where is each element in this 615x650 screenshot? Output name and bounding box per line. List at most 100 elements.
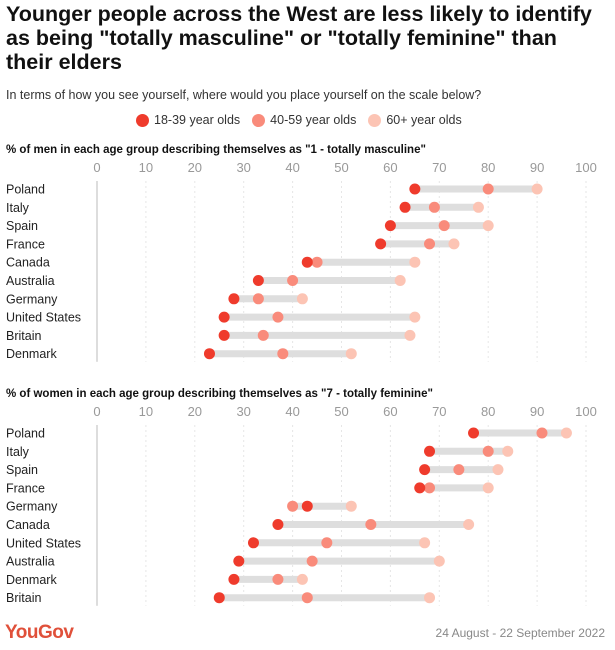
category-label: France: [6, 237, 45, 251]
x-tick-label: 20: [188, 404, 202, 419]
chart-panel-1: % of men in each age group describing th…: [6, 144, 597, 362]
category-label: Spain: [6, 463, 38, 477]
x-tick-label: 20: [188, 160, 202, 175]
data-point-60-plus: [448, 238, 460, 250]
data-point-40-59: [424, 482, 436, 494]
category-label: Germany: [6, 500, 58, 514]
data-point-18-39: [399, 201, 411, 213]
x-tick-label: 60: [383, 404, 397, 419]
data-point-40-59: [252, 293, 264, 305]
data-point-40-59: [482, 445, 494, 457]
legend-label-40-59: 40-59 year olds: [270, 113, 357, 127]
data-point-60-plus: [463, 519, 475, 530]
category-label: Spain: [6, 219, 38, 233]
category-label: Poland: [6, 183, 45, 197]
data-point-40-59: [424, 238, 436, 250]
data-point-18-39: [228, 293, 240, 305]
legend-item-18-39: 18-39 year olds: [136, 113, 240, 127]
data-point-18-39: [213, 592, 225, 604]
data-point-40-59: [428, 201, 440, 213]
data-point-18-39: [409, 183, 421, 195]
category-label: France: [6, 481, 45, 495]
page-title: Younger people across the West are less …: [6, 2, 592, 74]
data-point-18-39: [424, 445, 436, 457]
yougov-logo: YouGov: [5, 622, 74, 643]
x-tick-label: 10: [139, 404, 153, 419]
x-tick-label: 60: [383, 160, 397, 175]
data-point-18-39: [203, 348, 215, 360]
data-point-60-plus: [472, 201, 484, 213]
data-point-60-plus: [502, 445, 514, 457]
data-point-60-plus: [419, 537, 431, 549]
category-label: United States: [6, 536, 81, 550]
data-point-60-plus: [409, 256, 421, 268]
chart-panel-2: % of women in each age group describing …: [6, 388, 597, 606]
category-label: Australia: [6, 274, 55, 288]
data-point-60-plus: [492, 464, 504, 476]
data-point-40-59: [287, 275, 299, 286]
x-tick-label: 70: [432, 404, 446, 419]
x-tick-label: 50: [334, 404, 348, 419]
legend: 18-39 year olds 40-59 year olds 60+ year…: [136, 113, 474, 127]
category-label: Germany: [6, 292, 58, 306]
data-point-60-plus: [404, 329, 416, 341]
data-point-60-plus: [482, 220, 494, 232]
category-label: Italy: [6, 201, 30, 215]
x-tick-label: 0: [93, 160, 100, 175]
data-point-18-39: [301, 500, 313, 512]
legend-item-60-plus: 60+ year olds: [368, 113, 462, 127]
data-point-60-plus: [296, 293, 308, 305]
category-label: Australia: [6, 555, 55, 569]
category-label: Britain: [6, 329, 41, 343]
data-point-60-plus: [345, 348, 357, 360]
data-point-18-39: [272, 519, 284, 530]
data-point-40-59: [306, 555, 318, 567]
data-point-60-plus: [424, 592, 436, 604]
data-point-18-39: [414, 482, 426, 494]
category-label: Denmark: [6, 347, 57, 361]
x-tick-label: 100: [575, 160, 597, 175]
data-point-60-plus: [482, 482, 494, 494]
data-point-18-39: [247, 537, 259, 549]
x-tick-label: 70: [432, 160, 446, 175]
x-tick-label: 40: [285, 404, 299, 419]
data-point-40-59: [287, 500, 299, 512]
survey-dates: 24 August - 22 September 2022: [435, 626, 605, 640]
legend-label-60-plus: 60+ year olds: [386, 113, 462, 127]
data-point-60-plus: [409, 311, 421, 323]
legend-label-18-39: 18-39 year olds: [154, 113, 241, 127]
data-point-18-39: [252, 275, 264, 286]
panel-title: % of men in each age group describing th…: [6, 144, 426, 156]
data-point-18-39: [468, 427, 480, 439]
data-point-60-plus: [531, 183, 543, 195]
data-point-40-59: [453, 464, 465, 476]
data-point-18-39: [384, 220, 396, 232]
data-point-40-59: [311, 256, 323, 268]
data-point-40-59: [482, 183, 494, 195]
data-point-40-59: [272, 311, 284, 323]
x-tick-label: 50: [334, 160, 348, 175]
category-label: Italy: [6, 445, 30, 459]
x-tick-label: 30: [236, 160, 250, 175]
data-point-60-plus: [560, 427, 572, 439]
category-label: Canada: [6, 256, 50, 270]
data-point-60-plus: [345, 500, 357, 512]
x-tick-label: 10: [139, 160, 153, 175]
legend-swatch-18-39: [136, 113, 149, 127]
x-tick-label: 90: [530, 404, 544, 419]
legend-swatch-60-plus: [368, 113, 382, 127]
data-point-40-59: [272, 573, 284, 585]
data-point-40-59: [321, 537, 333, 549]
data-point-40-59: [277, 348, 289, 360]
category-label: Canada: [6, 518, 50, 532]
legend-swatch-40-59: [252, 113, 266, 127]
data-point-18-39: [375, 238, 387, 250]
data-point-60-plus: [296, 573, 308, 585]
data-point-40-59: [301, 592, 313, 604]
panel-title: % of women in each age group describing …: [6, 388, 433, 400]
x-tick-label: 90: [530, 160, 544, 175]
category-label: United States: [6, 311, 81, 325]
x-tick-label: 30: [236, 404, 250, 419]
x-tick-label: 40: [285, 160, 299, 175]
category-label: Britain: [6, 591, 41, 605]
